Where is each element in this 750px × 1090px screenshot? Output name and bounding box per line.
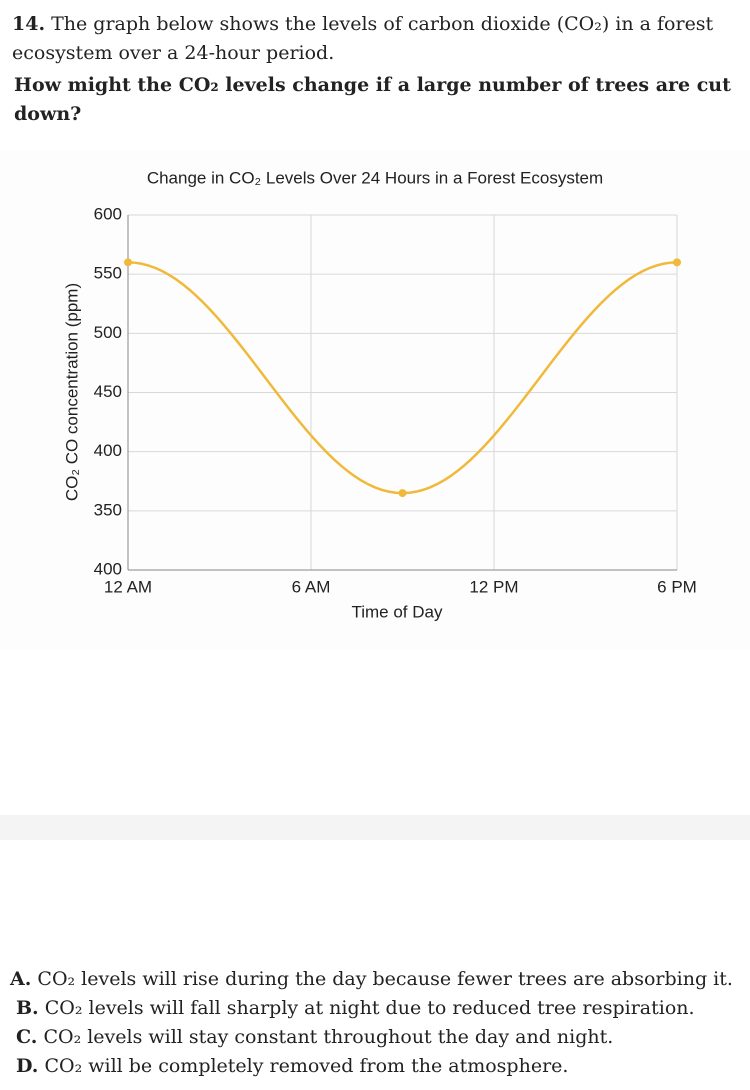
option-text: CO₂ will be completely removed from the … <box>44 1055 569 1077</box>
option: D. CO₂ will be completely removed from t… <box>16 1052 568 1080</box>
point <box>398 489 407 498</box>
question-text: The graph below shows the levels of carb… <box>12 13 714 64</box>
chart-title: Change in CO₂ Levels Over 24 Hours in a … <box>147 168 603 187</box>
option-text: CO₂ levels will stay constant throughout… <box>43 1026 614 1048</box>
option-letter: B. <box>16 997 39 1019</box>
option-letter: C. <box>16 1026 38 1048</box>
x-tick-label: 12 PM <box>469 577 518 596</box>
option-text: CO₂ levels will rise during the day beca… <box>37 968 733 990</box>
y-tick-label: 600 <box>94 204 122 223</box>
x-axis-label: Time of Day <box>351 602 443 621</box>
y-tick-label: 500 <box>94 323 122 342</box>
separator <box>0 815 750 840</box>
point <box>124 258 132 267</box>
y-tick-label: 400 <box>94 441 122 460</box>
question-prompt: How might the CO₂ levels change if a lar… <box>14 74 731 125</box>
option: C. CO₂ levels will stay constant through… <box>16 1023 613 1051</box>
y-tick-label: 450 <box>94 382 122 401</box>
x-tick-label: 12 AM <box>104 577 152 596</box>
option-text: CO₂ levels will fall sharply at night du… <box>44 997 695 1019</box>
line <box>127 261 678 495</box>
question: 14. The graph below shows the levels of … <box>12 10 732 68</box>
x-tick-label: 6 PM <box>657 577 697 596</box>
option: A. CO₂ levels will rise during the day b… <box>10 965 733 993</box>
option-letter: D. <box>16 1055 39 1077</box>
question-number: 14. <box>12 13 46 35</box>
chart-background <box>0 150 750 650</box>
option-letter: A. <box>10 968 32 990</box>
y-axis-label: CO₂ CO concentration (ppm) <box>62 283 81 501</box>
y-tick-label: 550 <box>94 264 122 283</box>
y-tick-label: 350 <box>94 500 122 519</box>
point <box>673 258 681 267</box>
y-tick-label: 400 <box>94 559 122 578</box>
x-tick-label: 6 AM <box>292 577 331 596</box>
chart: Change in CO₂ Levels Over 24 Hours in a … <box>62 168 697 621</box>
option: B. CO₂ levels will fall sharply at night… <box>16 994 695 1022</box>
